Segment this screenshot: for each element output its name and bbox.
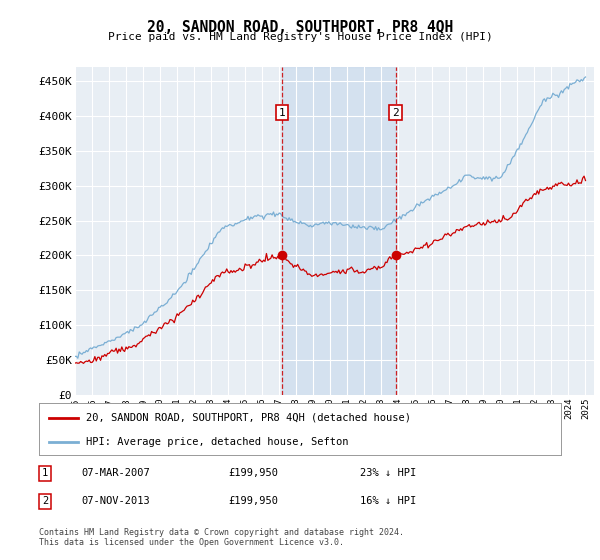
Text: 2: 2 bbox=[392, 108, 399, 118]
Text: 1: 1 bbox=[279, 108, 286, 118]
Text: 20, SANDON ROAD, SOUTHPORT, PR8 4QH: 20, SANDON ROAD, SOUTHPORT, PR8 4QH bbox=[147, 20, 453, 35]
Text: £199,950: £199,950 bbox=[228, 468, 278, 478]
Text: 2: 2 bbox=[42, 496, 48, 506]
Text: Contains HM Land Registry data © Crown copyright and database right 2024.
This d: Contains HM Land Registry data © Crown c… bbox=[39, 528, 404, 548]
Text: 1: 1 bbox=[42, 468, 48, 478]
Text: £199,950: £199,950 bbox=[228, 496, 278, 506]
Text: 07-MAR-2007: 07-MAR-2007 bbox=[81, 468, 150, 478]
Text: 20, SANDON ROAD, SOUTHPORT, PR8 4QH (detached house): 20, SANDON ROAD, SOUTHPORT, PR8 4QH (det… bbox=[86, 413, 411, 423]
Text: 16% ↓ HPI: 16% ↓ HPI bbox=[360, 496, 416, 506]
Text: 07-NOV-2013: 07-NOV-2013 bbox=[81, 496, 150, 506]
Bar bbox=[282, 67, 395, 395]
Text: 23% ↓ HPI: 23% ↓ HPI bbox=[360, 468, 416, 478]
Text: HPI: Average price, detached house, Sefton: HPI: Average price, detached house, Seft… bbox=[86, 437, 349, 447]
Text: Price paid vs. HM Land Registry's House Price Index (HPI): Price paid vs. HM Land Registry's House … bbox=[107, 32, 493, 43]
